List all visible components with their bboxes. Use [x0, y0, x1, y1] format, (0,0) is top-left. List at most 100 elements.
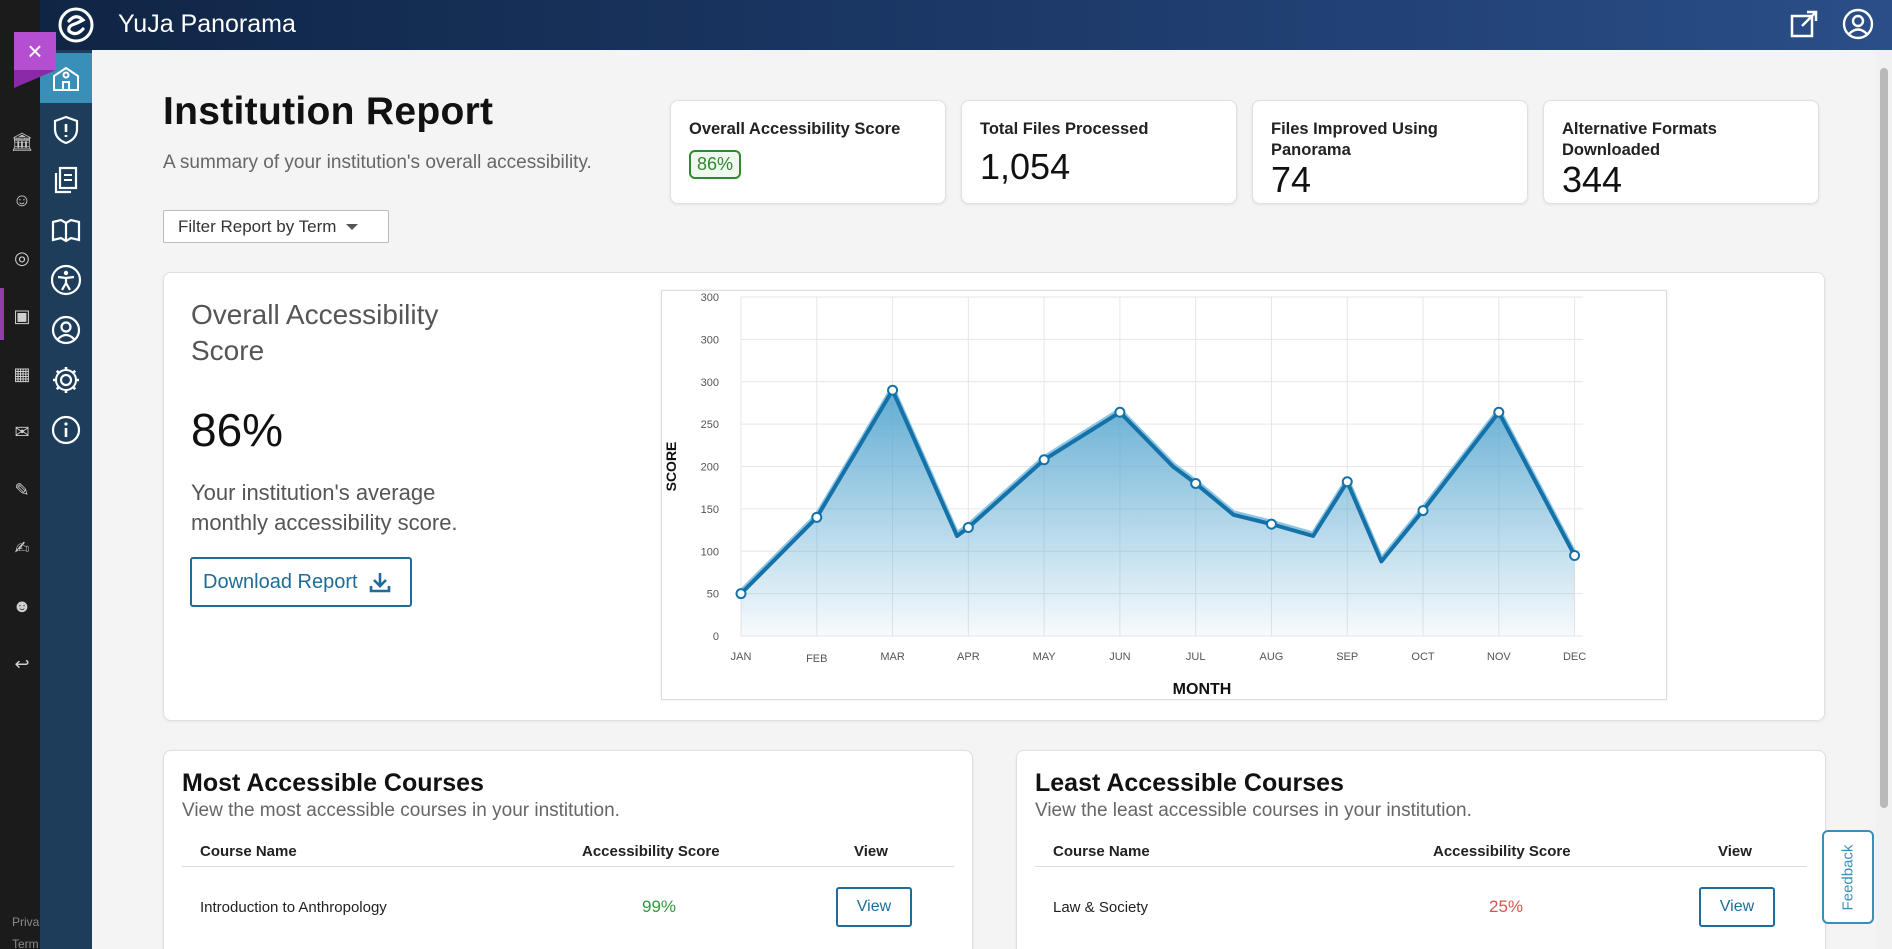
stat-card-files-improved: Files Improved Using Panorama 74 [1252, 100, 1528, 204]
y-tick-label: 50 [707, 589, 719, 601]
sidebar-item-info[interactable] [40, 405, 92, 455]
page-scrollbar[interactable] [1876, 50, 1892, 949]
data-point [1417, 505, 1429, 517]
col-view: View [854, 843, 888, 860]
sidebar-item-settings[interactable] [40, 355, 92, 405]
files-icon [54, 166, 78, 194]
close-button[interactable]: × [14, 32, 56, 70]
shield-alert-icon [53, 115, 79, 145]
book-icon [51, 218, 81, 243]
stat-card-files-processed: Total Files Processed 1,054 [961, 100, 1237, 204]
lms-sidebar: 🏛 ☺ ◎ ▣ ▦ ✉ ✎ ✍ ☻ ↩ Priva Term [0, 0, 40, 949]
page-title: Institution Report [163, 90, 494, 133]
download-icon [369, 573, 390, 593]
chevron-down-icon [346, 223, 359, 230]
view-course-button[interactable]: View [1699, 887, 1775, 927]
terms-link[interactable]: Term [12, 937, 39, 949]
card-title: Least Accessible Courses [1035, 769, 1344, 797]
x-tick-label: OCT [1411, 651, 1435, 663]
table-header: Course Name Accessibility Score View [1035, 835, 1807, 867]
filter-term-dropdown[interactable]: Filter Report by Term [163, 210, 389, 243]
stat-label: Total Files Processed [980, 120, 1149, 138]
data-point [1341, 476, 1353, 488]
col-view: View [1718, 843, 1752, 860]
x-axis-label: MONTH [1173, 681, 1232, 698]
card-subtitle: View the least accessible courses in you… [1035, 800, 1472, 821]
lms-active-indicator [0, 288, 4, 340]
yuja-logo-icon [58, 7, 94, 43]
y-tick-label: 150 [701, 504, 719, 516]
gear-icon [53, 367, 79, 393]
scroll-thumb[interactable] [1880, 68, 1888, 808]
privacy-link[interactable]: Priva [12, 915, 40, 929]
x-tick-label: FEB [806, 653, 827, 665]
stat-label: Alternative Formats Downloaded [1562, 120, 1717, 159]
course-name: Introduction to Anthropology [200, 899, 387, 916]
x-tick-label: APR [957, 651, 980, 663]
col-course-name: Course Name [1053, 843, 1150, 860]
y-axis-label: SCORE [663, 442, 679, 492]
courses-icon[interactable]: ▣ [13, 306, 31, 326]
view-course-button[interactable]: View [836, 887, 912, 927]
globe-icon[interactable]: ◎ [14, 248, 30, 268]
download-report-button[interactable]: Download Report [190, 557, 412, 607]
most-accessible-card: Most Accessible Courses View the most ac… [163, 750, 973, 949]
x-tick-label: JUL [1186, 651, 1206, 663]
table-header: Course Name Accessibility Score View [182, 835, 954, 867]
y-tick-label: 250 [701, 419, 719, 431]
table-row: Law & Society 25% View [1035, 877, 1807, 937]
user-icon[interactable]: ☺ [12, 190, 32, 210]
info-icon [51, 415, 81, 445]
x-tick-label: DEC [1563, 651, 1586, 663]
score-badge: 86% [689, 150, 742, 179]
card-subtitle: View the most accessible courses in your… [182, 800, 620, 821]
feedback-tab[interactable]: Feedback [1822, 830, 1874, 924]
y-tick-label: 200 [701, 462, 719, 474]
data-point [1265, 518, 1277, 530]
logout-icon[interactable]: ↩ [14, 654, 30, 674]
user-circle-icon [51, 315, 81, 345]
stat-card-alt-formats: Alternative Formats Downloaded 344 [1543, 100, 1819, 204]
x-tick-label: MAR [880, 651, 905, 663]
panel-description: Your institution's average monthly acces… [191, 480, 458, 535]
y-tick-label: 100 [701, 546, 719, 558]
card-title: Most Accessible Courses [182, 769, 484, 797]
x-tick-label: JAN [731, 651, 752, 663]
close-tab-tail [14, 70, 56, 88]
y-tick-label: 300 [701, 292, 719, 304]
filter-label: Filter Report by Term [178, 216, 337, 236]
account-icon[interactable]: ☻ [12, 596, 32, 616]
institution-icon[interactable]: 🏛 [10, 132, 34, 152]
account-icon[interactable] [1840, 6, 1876, 42]
stat-label: Overall Accessibility Score [689, 120, 901, 138]
sidebar-item-users[interactable] [40, 305, 92, 355]
stat-value: 74 [1271, 159, 1312, 200]
calendar-icon[interactable]: ▦ [13, 364, 31, 384]
sidebar-item-accessibility[interactable] [40, 255, 92, 305]
course-score: 99% [642, 897, 677, 916]
y-tick-label: 300 [701, 377, 719, 389]
x-tick-label: NOV [1487, 651, 1512, 663]
document-icon[interactable]: ✎ [14, 480, 30, 500]
sidebar-item-files[interactable] [40, 155, 92, 205]
panel-score-value: 86% [191, 404, 284, 456]
app-header: YuJa Panorama [40, 0, 1892, 50]
data-point [811, 511, 823, 523]
data-point [887, 384, 899, 396]
least-accessible-card: Least Accessible Courses View the least … [1016, 750, 1826, 949]
sidebar-item-courses[interactable] [40, 205, 92, 255]
accessibility-score-panel: Overall Accessibility Score 86% Your ins… [163, 272, 1825, 721]
edit-icon[interactable]: ✍ [14, 538, 30, 558]
col-course-name: Course Name [200, 843, 297, 860]
col-accessibility-score: Accessibility Score [1433, 843, 1571, 860]
open-external-icon[interactable] [1786, 6, 1822, 42]
data-point [1493, 406, 1505, 418]
sidebar-item-security[interactable] [40, 105, 92, 155]
app-title: YuJa Panorama [118, 10, 296, 38]
x-tick-label: MAY [1033, 651, 1057, 663]
data-point [1114, 406, 1126, 418]
course-score: 25% [1489, 897, 1524, 916]
mail-icon[interactable]: ✉ [14, 422, 30, 442]
y-tick-label: 0 [713, 631, 719, 643]
stat-card-accessibility: Overall Accessibility Score 86% [670, 100, 946, 204]
